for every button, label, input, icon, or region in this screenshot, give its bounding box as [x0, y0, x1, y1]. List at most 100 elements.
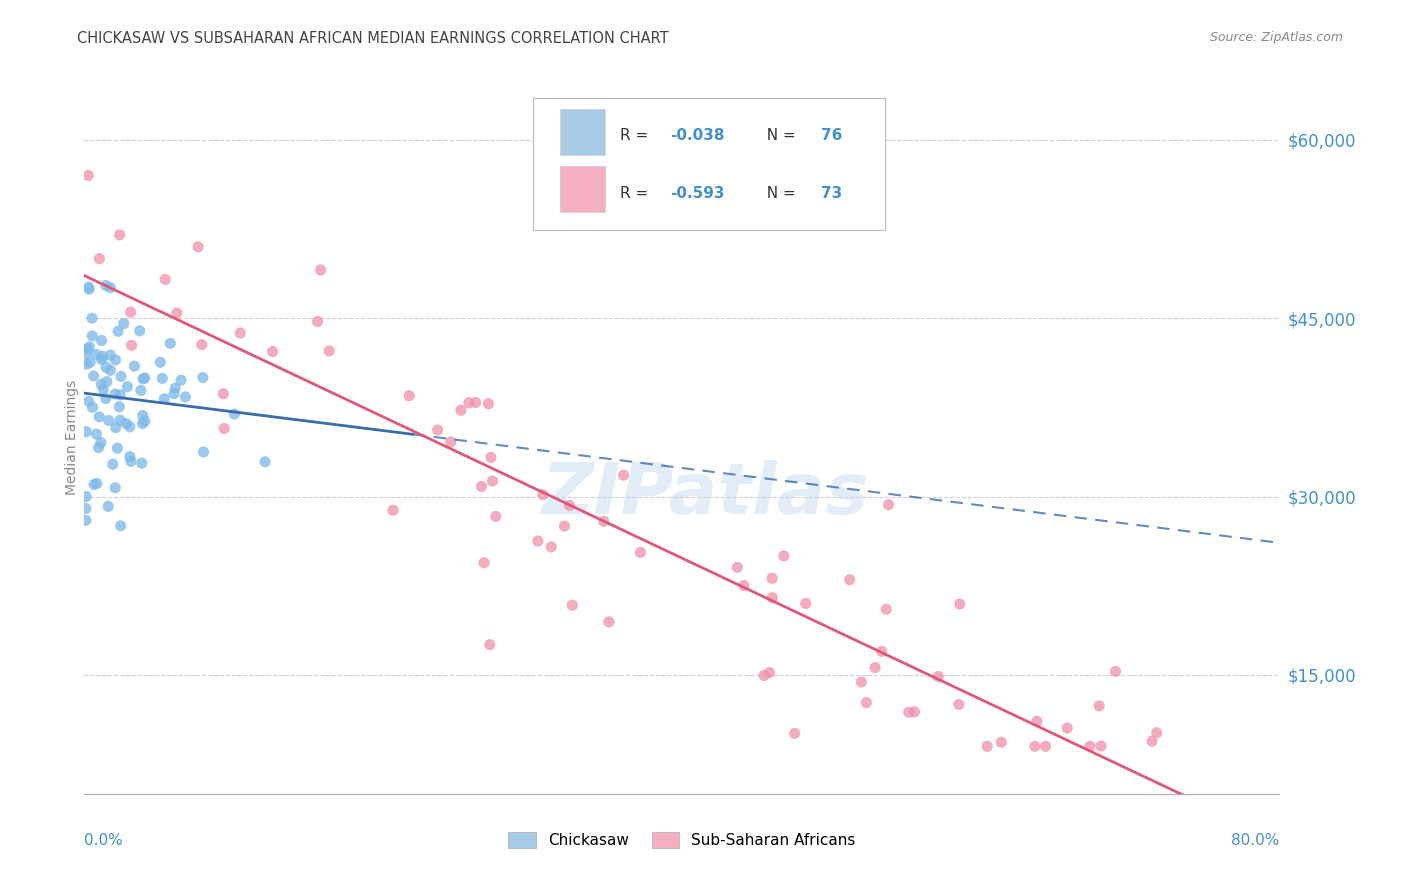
Point — [150, 371, 173, 385]
Point — [76, 342, 98, 356]
Point — [193, 445, 215, 459]
Point — [1090, 739, 1112, 753]
Point — [112, 317, 135, 331]
Point — [794, 596, 817, 610]
Point — [1035, 739, 1057, 754]
Point — [761, 571, 783, 585]
Point — [97, 500, 120, 514]
Point — [558, 498, 581, 512]
Point — [100, 363, 122, 377]
Point — [75, 425, 97, 439]
Point — [191, 337, 214, 351]
Text: R =: R = — [620, 186, 652, 201]
Point — [752, 668, 775, 682]
Point — [96, 360, 118, 375]
FancyBboxPatch shape — [560, 109, 606, 155]
Point — [897, 705, 920, 719]
Point — [90, 352, 112, 367]
Point — [761, 591, 783, 605]
Point — [191, 370, 214, 384]
Point — [870, 644, 893, 658]
Point — [855, 696, 877, 710]
Point — [118, 419, 141, 434]
Point — [75, 501, 97, 516]
Point — [83, 368, 105, 383]
FancyBboxPatch shape — [560, 166, 606, 212]
Point — [949, 597, 972, 611]
Point — [224, 407, 246, 421]
Point — [592, 514, 614, 528]
Point — [96, 375, 118, 389]
Point — [110, 388, 132, 402]
Point — [131, 456, 153, 470]
Point — [82, 329, 104, 343]
Point — [75, 346, 97, 360]
Point — [382, 503, 405, 517]
Legend: Chickasaw, Sub-Saharan Africans: Chickasaw, Sub-Saharan Africans — [502, 826, 862, 854]
Point — [131, 417, 153, 431]
Point — [1146, 725, 1168, 739]
Text: -0.593: -0.593 — [671, 186, 724, 201]
Y-axis label: Median Earnings: Median Earnings — [65, 379, 79, 495]
Point — [79, 355, 101, 369]
Point — [107, 441, 129, 455]
Point — [877, 498, 900, 512]
Point — [115, 417, 138, 431]
Point — [118, 450, 141, 464]
Point — [458, 396, 481, 410]
Text: N =: N = — [758, 128, 801, 144]
Point — [129, 384, 152, 398]
Point — [75, 513, 97, 527]
Point — [472, 556, 495, 570]
Point — [104, 352, 127, 367]
Point — [97, 413, 120, 427]
Point — [478, 638, 501, 652]
Point — [153, 392, 176, 406]
Text: CHICKASAW VS SUBSAHARAN AFRICAN MEDIAN EARNINGS CORRELATION CHART: CHICKASAW VS SUBSAHARAN AFRICAN MEDIAN E… — [77, 31, 669, 46]
Point — [398, 389, 420, 403]
Point — [98, 281, 121, 295]
Point — [464, 395, 486, 409]
Text: N =: N = — [758, 186, 801, 201]
Point — [479, 450, 502, 465]
Point — [1078, 739, 1101, 754]
Point — [318, 343, 340, 358]
Point — [254, 455, 277, 469]
Point — [309, 263, 332, 277]
Point — [426, 423, 449, 437]
Point — [440, 434, 463, 449]
Point — [166, 306, 188, 320]
Text: Source: ZipAtlas.com: Source: ZipAtlas.com — [1209, 31, 1343, 45]
Point — [903, 705, 925, 719]
Point — [470, 479, 492, 493]
Point — [89, 409, 111, 424]
Point — [598, 615, 620, 629]
Point — [976, 739, 998, 754]
Text: 80.0%: 80.0% — [1232, 833, 1279, 848]
Point — [120, 305, 142, 319]
Point — [863, 660, 886, 674]
Point — [159, 336, 181, 351]
Point — [77, 169, 100, 183]
Point — [553, 519, 575, 533]
Point — [86, 427, 108, 442]
Point — [540, 540, 562, 554]
Point — [851, 675, 873, 690]
Point — [90, 377, 112, 392]
Point — [77, 394, 100, 409]
Point — [83, 477, 105, 491]
Point — [100, 348, 122, 362]
Point — [477, 397, 499, 411]
Point — [108, 227, 131, 242]
Point — [132, 409, 155, 423]
Point — [134, 371, 156, 385]
Text: 0.0%: 0.0% — [84, 833, 124, 848]
Point — [91, 382, 114, 396]
Point — [229, 326, 252, 340]
Point — [527, 533, 550, 548]
Point — [94, 392, 117, 406]
Point — [531, 488, 554, 502]
Point — [90, 334, 112, 348]
Text: -0.038: -0.038 — [671, 128, 724, 144]
Point — [89, 252, 111, 266]
